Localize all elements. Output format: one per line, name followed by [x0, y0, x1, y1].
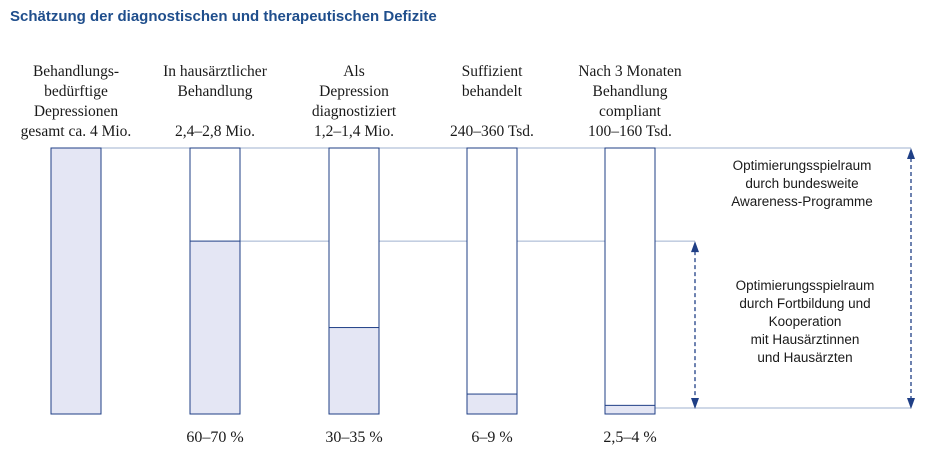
bar-5 [604, 404, 656, 415]
annotation-2-line-5: und Hausärzten [757, 350, 852, 365]
category-label-3-line-3: diagnostiziert [312, 103, 397, 120]
bar-frame-5 [604, 147, 656, 415]
bar-4 [466, 393, 518, 415]
arrow-fortbildung-head-down [691, 398, 699, 409]
category-label-1-line-2: bedürftige [44, 83, 108, 100]
value-label-2: 60–70 % [186, 429, 243, 446]
annotation-1-line-3: Awareness-Programme [731, 194, 873, 209]
arrow-awareness-head-down [907, 398, 915, 409]
annotation-1-line-1: Optimierungsspielraum [733, 158, 872, 173]
category-label-2-line-1: In hausärztlicher [163, 63, 268, 80]
annotation-2-line-3: Kooperation [769, 314, 842, 329]
category-label-4-line-4: 240–360 Tsd. [450, 123, 534, 140]
value-label-5: 2,5–4 % [603, 429, 656, 446]
category-label-2-line-4: 2,4–2,8 Mio. [175, 123, 255, 140]
bar-1 [50, 147, 102, 415]
category-label-3-line-4: 1,2–1,4 Mio. [314, 123, 394, 140]
bar-3 [328, 327, 380, 415]
bar-2 [189, 240, 241, 415]
category-label-1-line-3: Depressionen [34, 103, 119, 120]
category-label-2-line-2: Behandlung [178, 83, 253, 100]
category-label-5-line-2: Behandlung [593, 83, 668, 100]
category-label-3-line-1: Als [343, 63, 365, 80]
value-label-4: 6–9 % [471, 429, 512, 446]
annotation-1-line-2: durch bundesweite [745, 176, 858, 191]
arrow-awareness-head-up [907, 148, 915, 159]
category-label-3-line-2: Depression [319, 83, 389, 100]
bar-frame-4 [466, 147, 518, 415]
category-label-4-line-2: behandelt [462, 83, 523, 100]
value-label-3: 30–35 % [325, 429, 382, 446]
category-label-4-line-1: Suffizient [462, 63, 524, 80]
category-label-1-line-1: Behandlungs- [33, 63, 119, 80]
annotation-2-line-1: Optimierungsspielraum [736, 278, 875, 293]
chart-title: Schätzung der diagnostischen und therape… [10, 8, 437, 25]
category-label-5-line-1: Nach 3 Monaten [578, 63, 682, 80]
annotation-2-line-4: mit Hausärztinnen [751, 332, 860, 347]
category-label-1-line-4: gesamt ca. 4 Mio. [21, 123, 132, 140]
arrow-fortbildung-head-up [691, 241, 699, 253]
category-label-5-line-3: compliant [599, 103, 662, 120]
annotation-2-line-2: durch Fortbildung und [739, 296, 870, 311]
category-label-5-line-4: 100–160 Tsd. [588, 123, 672, 140]
